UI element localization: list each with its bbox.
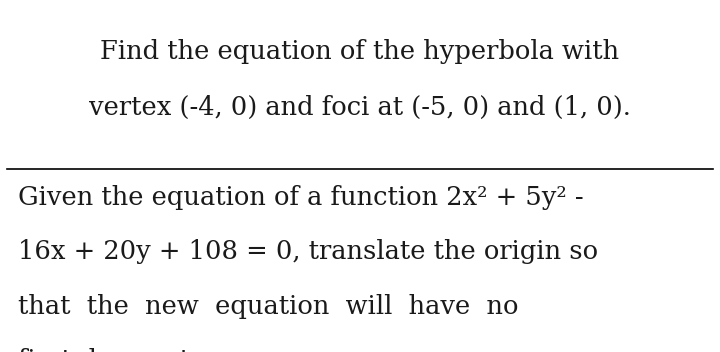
Text: 16x + 20y + 108 = 0, translate the origin so: 16x + 20y + 108 = 0, translate the origi… (18, 239, 598, 264)
Text: Given the equation of a function 2x² + 5y² -: Given the equation of a function 2x² + 5… (18, 184, 584, 210)
Text: Find the equation of the hyperbola with: Find the equation of the hyperbola with (100, 38, 620, 64)
Text: that  the  new  equation  will  have  no: that the new equation will have no (18, 294, 518, 319)
Text: first-degree terms.: first-degree terms. (18, 348, 264, 352)
Text: vertex (-4, 0) and foci at (-5, 0) and (1, 0).: vertex (-4, 0) and foci at (-5, 0) and (… (89, 95, 631, 120)
